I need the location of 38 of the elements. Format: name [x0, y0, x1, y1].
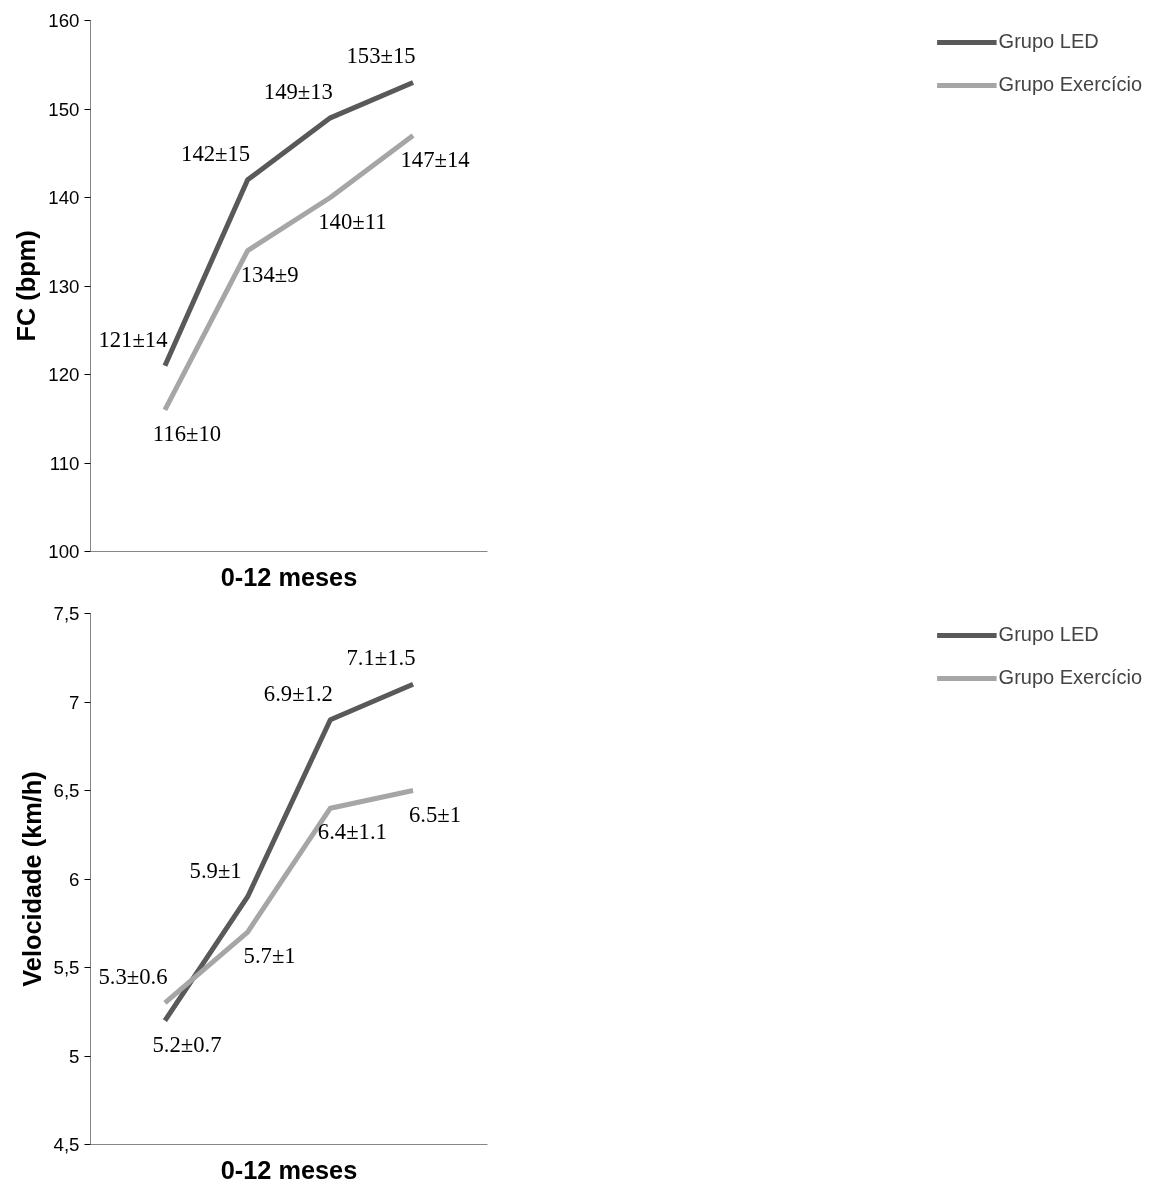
data-label: 7.1±1.5 [346, 645, 416, 671]
data-label: 5.3±0.6 [98, 963, 168, 989]
legend-label: Grupo Exercício [998, 666, 1142, 689]
data-label: 149±13 [263, 78, 333, 104]
data-label: 147±14 [400, 146, 470, 172]
x-axis-title: 0-12 meses [220, 1155, 358, 1184]
data-label: 6.5±1 [409, 801, 462, 827]
data-label: 153±15 [346, 43, 416, 69]
legend-label: Grupo Exercício [998, 73, 1142, 96]
data-label: 142±15 [181, 140, 251, 166]
y-tick-label: 6 [69, 868, 80, 890]
y-tick-label: 5,5 [53, 957, 80, 978]
data-label: 116±10 [152, 420, 222, 446]
y-axis-title: Velocidade (km/h) [17, 771, 46, 987]
data-label: 5.7±1 [243, 943, 296, 969]
legend-label: Grupo LED [998, 623, 1099, 646]
y-tick-label: 120 [48, 364, 80, 385]
y-tick-label: 150 [48, 98, 80, 120]
y-tick-label: 160 [48, 10, 80, 31]
data-label: 140±11 [318, 208, 387, 234]
data-label: 6.9±1.2 [263, 680, 333, 706]
y-tick-label: 7 [69, 691, 80, 713]
data-label: 134±9 [240, 261, 299, 287]
x-axis-title: 0-12 meses [220, 562, 358, 591]
y-axis-title: FC (bpm) [12, 230, 41, 342]
legend-label: Grupo LED [998, 30, 1099, 53]
data-label: 5.2±0.7 [152, 1031, 222, 1057]
y-tick-label: 6,5 [53, 780, 80, 801]
data-label: 6.4±1.1 [317, 819, 387, 845]
y-tick-label: 5 [69, 1045, 80, 1067]
y-tick-label: 7,5 [53, 603, 80, 624]
y-tick-label: 140 [48, 187, 80, 208]
data-label: 121±14 [98, 326, 168, 352]
data-label: 5.9±1 [189, 857, 242, 883]
y-tick-label: 100 [48, 541, 80, 562]
y-tick-label: 4,5 [53, 1134, 80, 1155]
y-tick-label: 110 [49, 452, 80, 474]
y-tick-label: 130 [48, 275, 80, 297]
